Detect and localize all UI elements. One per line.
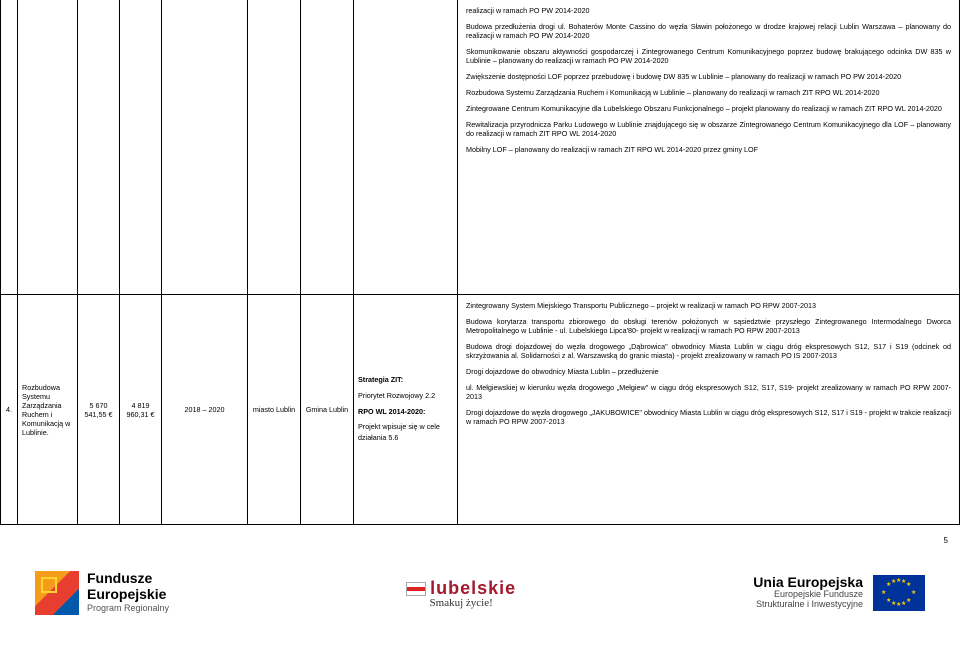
project-title-cell: Rozbudowa Systemu Zarządzania Ruchem i K…	[18, 295, 78, 525]
upper-para: Rewitalizacja przyrodnicza Parku Ludoweg…	[466, 120, 951, 138]
cell-empty-c	[78, 0, 120, 295]
fe-line1: Fundusze	[87, 571, 169, 586]
upper-para: Budowa przedłużenia drogi ul. Bohaterów …	[466, 22, 951, 40]
zit-line: Priorytet Rozwojowy 2.2	[358, 391, 453, 402]
upper-para: Skomunikowanie obszaru aktywności gospod…	[466, 47, 951, 65]
fe-logo-block: Fundusze Europejskie Program Regionalny	[35, 571, 169, 615]
upper-para: Zwiększenie dostępności LOF poprzez prze…	[466, 72, 951, 81]
period: 2018 – 2020	[185, 405, 225, 414]
upper-para: Mobilny LOF – planowany do realizacji w …	[466, 145, 951, 154]
city: miasto Lublin	[253, 405, 295, 414]
zit-line: Strategia ZIT:	[358, 375, 453, 386]
cell-empty-h	[354, 0, 458, 295]
fe-flag-icon	[35, 571, 79, 615]
ue-line3: Strukturalne i Inwestycyjne	[753, 600, 863, 610]
cell-empty-b	[18, 0, 78, 295]
lower-para: ul. Mełgiewskiej w kierunku węzła drogow…	[466, 383, 951, 401]
lower-para: Budowa korytarza transportu zbiorowego d…	[466, 317, 951, 335]
lower-para: Drogi dojazdowe do obwodnicy Miasta Lubl…	[466, 367, 951, 376]
zit-line: RPO WL 2014-2020:	[358, 407, 453, 418]
upper-para: Zintegrowane Centrum Komunikacyjne dla L…	[466, 104, 951, 113]
upper-content-cell: realizacji w ramach PO PW 2014-2020 Budo…	[458, 0, 960, 295]
zit-line: Projekt wpisuje się w cele działania 5.6	[358, 422, 453, 444]
lubelskie-flag-icon	[406, 582, 426, 596]
eu-flag-icon: ★ ★ ★ ★ ★ ★ ★ ★ ★ ★ ★ ★	[873, 575, 925, 611]
lubelskie-text: lubelskie	[430, 578, 516, 598]
table-upper-row: realizacji w ramach PO PW 2014-2020 Budo…	[0, 0, 960, 295]
upper-para: realizacji w ramach PO PW 2014-2020	[466, 6, 951, 15]
footer-logos: Fundusze Europejskie Program Regionalny …	[0, 550, 960, 645]
amount-1-cell: 5 670 541,55 €	[78, 295, 120, 525]
gmina-cell: Gmina Lublin	[301, 295, 354, 525]
cell-empty-e	[162, 0, 248, 295]
lower-para: Zintegrowany System Miejskiego Transport…	[466, 301, 951, 310]
amount-1: 5 670 541,55 €	[82, 401, 115, 419]
lower-para: Budowa drogi dojazdowej do węzła drogowe…	[466, 342, 951, 360]
lower-content-cell: Zintegrowany System Miejskiego Transport…	[458, 295, 960, 525]
lubelskie-slogan: Smakuj życie!	[401, 597, 521, 609]
ue-logo-block: Unia Europejska Europejskie Fundusze Str…	[753, 575, 925, 611]
project-title: Rozbudowa Systemu Zarządzania Ruchem i K…	[22, 383, 73, 437]
amount-2: 4 819 960,31 €	[124, 401, 157, 419]
cell-empty-g	[301, 0, 354, 295]
page-number: 5	[944, 536, 948, 545]
row-number-cell: 4.	[1, 295, 18, 525]
gmina: Gmina Lublin	[306, 405, 348, 414]
lubelskie-logo: lubelskie Smakuj życie!	[401, 578, 521, 608]
amount-2-cell: 4 819 960,31 €	[120, 295, 162, 525]
cell-empty-a	[1, 0, 18, 295]
table-lower-row: 4. Rozbudowa Systemu Zarządzania Ruchem …	[0, 295, 960, 525]
fe-line2: Europejskie	[87, 587, 169, 602]
zit-block: Strategia ZIT: Priorytet Rozwojowy 2.2 R…	[358, 375, 453, 444]
ue-line1: Unia Europejska	[753, 575, 863, 590]
row-number: 4.	[6, 405, 12, 414]
cell-empty-d	[120, 0, 162, 295]
upper-para: Rozbudowa Systemu Zarządzania Ruchem i K…	[466, 88, 951, 97]
city-cell: miasto Lublin	[248, 295, 301, 525]
lubelskie-logo-block: lubelskie Smakuj życie!	[401, 578, 521, 608]
fe-line3: Program Regionalny	[87, 604, 169, 614]
zit-cell: Strategia ZIT: Priorytet Rozwojowy 2.2 R…	[354, 295, 458, 525]
period-cell: 2018 – 2020	[162, 295, 248, 525]
cell-empty-f	[248, 0, 301, 295]
ue-text: Unia Europejska Europejskie Fundusze Str…	[753, 575, 863, 610]
lower-para: Drogi dojazdowe do węzła drogowego „JAKU…	[466, 408, 951, 426]
fe-text: Fundusze Europejskie Program Regionalny	[87, 571, 169, 614]
